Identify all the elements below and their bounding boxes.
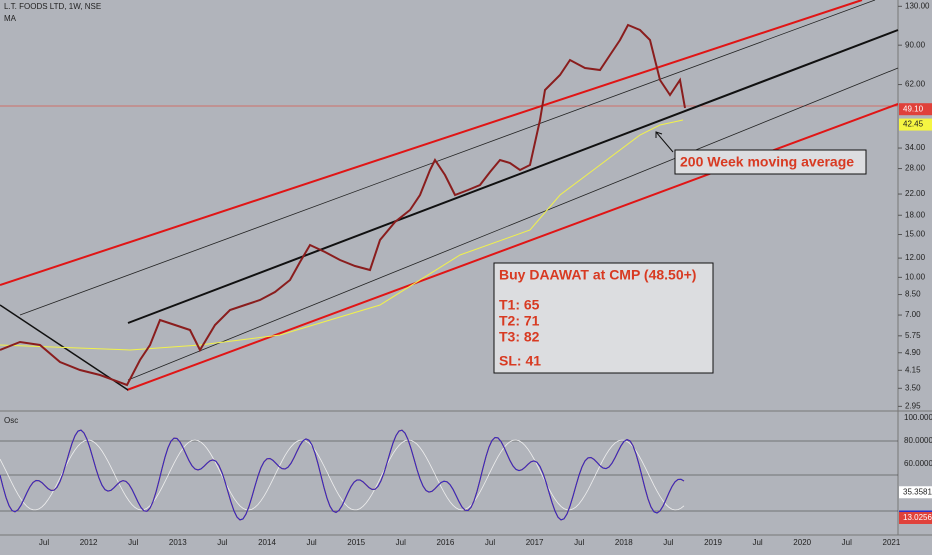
price-tag-label: 42.45 bbox=[903, 120, 924, 129]
price-tag bbox=[899, 118, 932, 131]
price-tag bbox=[899, 103, 932, 116]
time-label: Jul bbox=[39, 538, 49, 547]
time-label: 2020 bbox=[793, 538, 811, 547]
channel-top bbox=[0, 0, 863, 286]
price-tick-label: 62.00 bbox=[905, 80, 926, 89]
osc-tick-label: 100.0000 bbox=[904, 413, 932, 422]
price-tick-label: 22.00 bbox=[905, 189, 926, 198]
trade-box bbox=[493, 262, 714, 374]
osc-signal bbox=[0, 439, 685, 511]
time-label: Jul bbox=[842, 538, 852, 547]
price-tick-label: 34.00 bbox=[905, 143, 926, 152]
arrow-head bbox=[655, 131, 663, 138]
trade-title: Buy DAAWAT at CMP (48.50+) bbox=[499, 267, 696, 283]
price-tick-label: 10.00 bbox=[905, 272, 926, 281]
time-label: 2015 bbox=[347, 538, 365, 547]
price-tick-label: 12.00 bbox=[905, 253, 926, 262]
channel-lower-mid bbox=[127, 67, 899, 381]
time-label: Jul bbox=[128, 538, 138, 547]
price-tick-label: 3.50 bbox=[905, 383, 921, 392]
price-tick-label: 18.00 bbox=[905, 210, 926, 219]
price-tag-label: 13.0256 bbox=[903, 513, 932, 522]
moving-average bbox=[0, 119, 684, 351]
price-tick-label: 5.75 bbox=[905, 331, 921, 340]
time-label: Jul bbox=[574, 538, 584, 547]
price-tick-label: 4.90 bbox=[905, 348, 921, 357]
time-label: 2019 bbox=[704, 538, 722, 547]
osc-tick-label: 60.0000 bbox=[904, 459, 932, 468]
price-tick-label: 15.00 bbox=[905, 230, 926, 239]
time-label: Jul bbox=[217, 538, 227, 547]
ma-note-box bbox=[674, 149, 867, 175]
price-tag bbox=[899, 486, 932, 499]
time-label: 2018 bbox=[615, 538, 633, 547]
price-tag bbox=[899, 511, 932, 524]
ma-note: 200 Week moving average bbox=[680, 154, 854, 170]
price-tick-label: 90.00 bbox=[905, 40, 926, 49]
price-tick-label: 4.15 bbox=[905, 365, 921, 374]
price-series bbox=[0, 23, 686, 387]
price-tick-label: 7.00 bbox=[905, 310, 921, 319]
oscillator bbox=[0, 429, 685, 521]
time-label: 2017 bbox=[526, 538, 544, 547]
price-tick-label: 130.00 bbox=[905, 1, 930, 10]
time-label: 2016 bbox=[437, 538, 455, 547]
price-tick-label: 2.95 bbox=[905, 401, 921, 410]
channel-upper-mid bbox=[19, 0, 876, 316]
time-label: Jul bbox=[396, 538, 406, 547]
osc-tick-label: 80.0000 bbox=[904, 436, 932, 445]
time-label: Jul bbox=[752, 538, 762, 547]
price-tick-label: 28.00 bbox=[905, 164, 926, 173]
time-label: 2012 bbox=[80, 538, 98, 547]
price-tick-label: 8.50 bbox=[905, 290, 921, 299]
osc-main-blue bbox=[0, 429, 685, 521]
target: T2: 71 bbox=[499, 313, 540, 329]
time-label: Jul bbox=[663, 538, 673, 547]
time-label: 2014 bbox=[258, 538, 276, 547]
channel-mid bbox=[127, 29, 899, 324]
target: T3: 82 bbox=[499, 329, 540, 345]
stop-loss: SL: 41 bbox=[499, 353, 541, 369]
time-label: 2021 bbox=[883, 538, 901, 547]
indicator-label: MA bbox=[4, 14, 17, 23]
price-tag-label: 35.3581 bbox=[903, 487, 932, 496]
symbol-title: L.T. FOODS LTD, 1W, NSE bbox=[4, 2, 101, 11]
time-label: Jul bbox=[306, 538, 316, 547]
price-tag-label: 49.10 bbox=[903, 104, 924, 113]
time-label: Jul bbox=[485, 538, 495, 547]
target: T1: 65 bbox=[499, 297, 540, 313]
time-label: 2013 bbox=[169, 538, 187, 547]
osc-label: Osc bbox=[4, 416, 18, 425]
arrow bbox=[655, 131, 674, 153]
